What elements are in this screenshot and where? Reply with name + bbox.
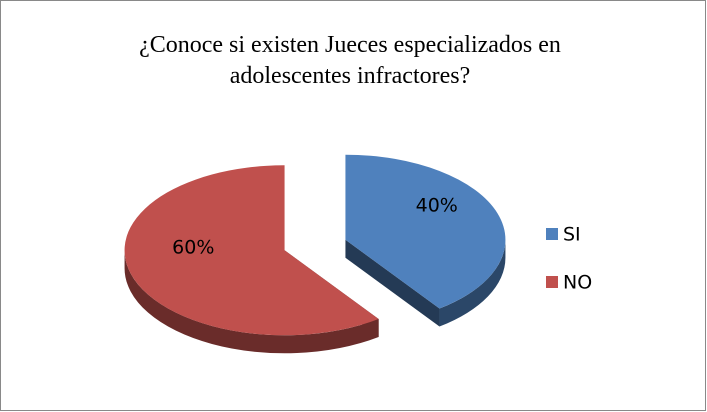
slice [345,154,506,309]
chart-title: ¿Conoce si existen Jueces especializados… [139,32,561,89]
slice [124,165,379,336]
data-label: 60% [172,237,214,259]
legend-label: SI [563,224,581,246]
slice-side [124,250,379,354]
legend-swatch [546,228,558,240]
legend-label: NO [563,272,592,294]
slice-side [439,239,506,327]
data-label: 40% [416,194,458,216]
slice-side [345,239,440,327]
legend-swatch [546,276,558,288]
